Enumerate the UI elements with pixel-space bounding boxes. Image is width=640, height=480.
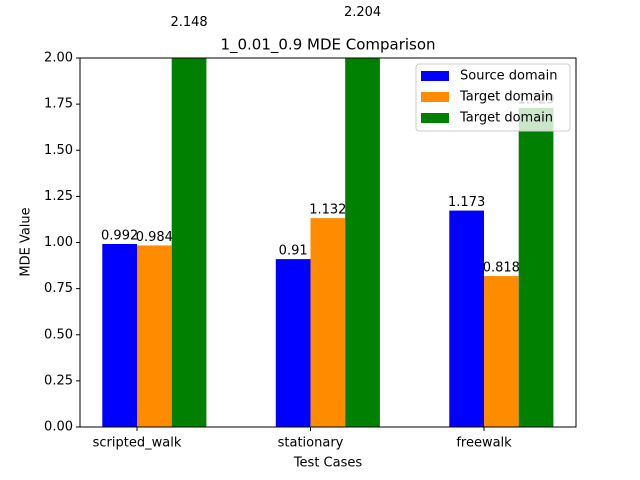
x-tick-label: stationary xyxy=(278,436,344,451)
bar xyxy=(518,107,554,427)
value-label: 0.992 xyxy=(101,228,138,243)
legend-label: Target domain xyxy=(459,111,553,126)
y-tick-label: 0.75 xyxy=(44,281,73,296)
x-tick-label: freewalk xyxy=(456,436,512,451)
value-label: 0.984 xyxy=(136,230,173,245)
value-label: 1.132 xyxy=(309,203,346,218)
bar xyxy=(275,259,311,427)
y-tick-label: 1.25 xyxy=(44,189,73,204)
legend-swatch xyxy=(421,71,449,81)
value-label: 1.173 xyxy=(448,195,485,210)
x-axis-label: Test Cases xyxy=(293,456,363,471)
legend-label: Target domain xyxy=(459,90,553,105)
legend-label: Source domain xyxy=(460,69,557,84)
x-tick-label: scripted_walk xyxy=(93,436,182,451)
legend-swatch xyxy=(421,92,449,102)
legend-box xyxy=(415,63,571,132)
y-tick-label: 0.50 xyxy=(44,327,73,342)
y-axis-label: MDE Value xyxy=(19,207,34,276)
axes-frame xyxy=(79,57,577,428)
bar xyxy=(345,58,380,427)
value-label: 0.818 xyxy=(483,261,520,276)
legend-swatch xyxy=(421,113,449,123)
plot-area xyxy=(102,58,554,427)
bar xyxy=(484,276,519,427)
y-tick-label: 2.00 xyxy=(44,51,73,66)
y-tick-label: 1.00 xyxy=(44,235,73,250)
value-label: 2.204 xyxy=(344,5,381,20)
y-tick-label: 1.50 xyxy=(44,143,73,158)
bar xyxy=(171,58,207,427)
y-tick-label: 0.00 xyxy=(44,420,73,435)
bar xyxy=(449,210,484,427)
value-label: 0.91 xyxy=(279,244,308,259)
bar xyxy=(310,218,346,427)
value-label: 2.148 xyxy=(170,15,207,30)
chart-title: 1_0.01_0.9 MDE Comparison xyxy=(220,36,435,55)
bar xyxy=(137,245,172,427)
y-tick-label: 0.25 xyxy=(44,373,73,388)
bar xyxy=(102,243,137,427)
y-tick-label: 1.75 xyxy=(44,97,73,112)
